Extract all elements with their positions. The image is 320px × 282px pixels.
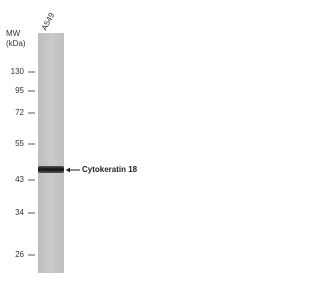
marker-label: 34 <box>15 208 24 217</box>
marker-ladder: 130 95 72 55 43 34 26 <box>11 67 35 259</box>
marker-label: 95 <box>15 86 24 95</box>
marker-label: 72 <box>15 108 24 117</box>
mw-unit: (kDa) <box>6 39 26 48</box>
marker-label: 43 <box>15 175 24 184</box>
gel-lane <box>38 33 64 273</box>
marker-label: 55 <box>15 139 24 148</box>
marker-label: 130 <box>11 67 25 76</box>
protein-band <box>38 166 64 173</box>
mw-label: MW <box>6 29 21 38</box>
lane-label: A549 <box>40 11 57 32</box>
band-label: Cytokeratin 18 <box>82 165 138 174</box>
arrow-head <box>66 167 70 173</box>
marker-label: 26 <box>15 250 24 259</box>
blot-figure: MW (kDa) A549 130 95 72 55 43 34 26 Cytokerati… <box>6 11 138 273</box>
